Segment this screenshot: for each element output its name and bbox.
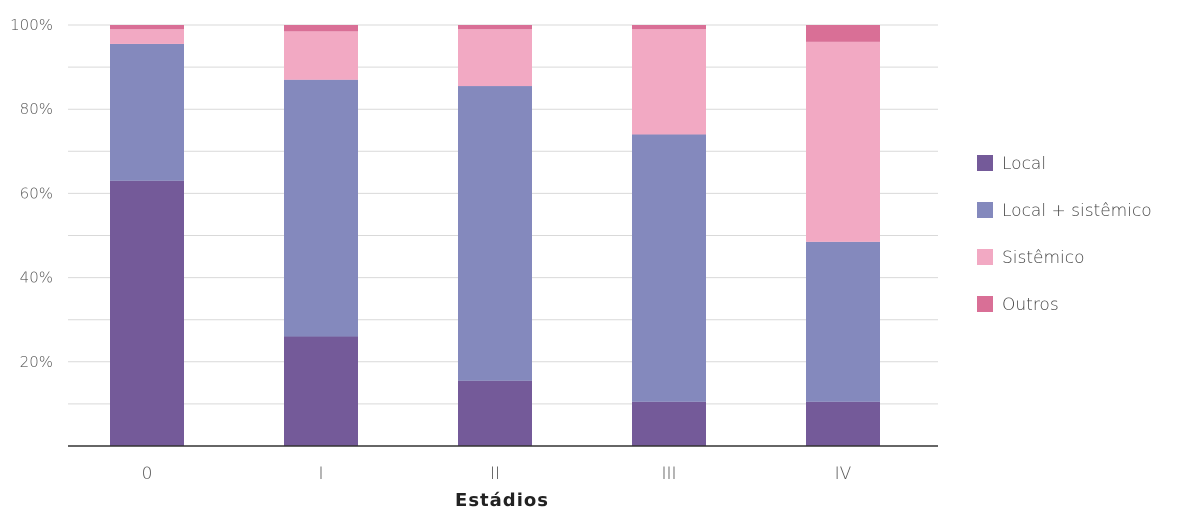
bar-segment xyxy=(806,241,880,402)
y-tick-label: 80% xyxy=(20,100,53,118)
y-tick-label: 20% xyxy=(20,353,53,371)
bar-segment xyxy=(110,43,184,181)
bar-segment xyxy=(806,25,880,42)
legend-item: Local + sistêmico xyxy=(977,201,1152,221)
legend-item: Local xyxy=(977,154,1046,174)
bar-segment xyxy=(458,380,532,446)
legend-label: Outros xyxy=(1002,295,1059,315)
bar-segment xyxy=(284,25,358,32)
bar-segment xyxy=(632,401,706,446)
x-tick-label: III xyxy=(661,464,676,484)
bar-segment xyxy=(806,401,880,446)
x-tick-label: I xyxy=(318,464,323,484)
bar-segment xyxy=(458,25,532,30)
bar-segment xyxy=(632,29,706,135)
x-axis-ticks: 0 I II III IV xyxy=(142,464,852,484)
x-tick-label: 0 xyxy=(142,464,153,484)
legend-item: Outros xyxy=(977,295,1059,315)
bar-segment xyxy=(458,29,532,87)
legend-label: Local + sistêmico xyxy=(1002,201,1152,221)
x-tick-label: II xyxy=(490,464,500,484)
x-axis-title: Estádios xyxy=(455,490,549,511)
bars xyxy=(110,25,880,446)
bar-segment xyxy=(632,25,706,30)
bar-segment xyxy=(110,180,184,446)
legend-label: Local xyxy=(1002,154,1046,174)
y-axis-ticks: 20% 40% 60% 80% 100% xyxy=(10,16,53,371)
bar-segment xyxy=(458,86,532,381)
bar-segment xyxy=(110,29,184,44)
legend-item: Sistêmico xyxy=(977,248,1085,268)
y-tick-label: 40% xyxy=(20,269,53,287)
legend-label: Sistêmico xyxy=(1002,248,1085,268)
bar-segment xyxy=(632,134,706,402)
legend-swatch xyxy=(977,249,993,265)
x-tick-label: IV xyxy=(835,464,852,484)
bar-segment xyxy=(284,79,358,337)
bar-segment xyxy=(806,41,880,242)
legend-swatch xyxy=(977,296,993,312)
bar-segment xyxy=(284,31,358,80)
y-tick-label: 60% xyxy=(20,184,53,202)
legend: Local Local + sistêmico Sistêmico Outros xyxy=(977,154,1152,315)
bar-segment xyxy=(284,336,358,446)
bar-segment xyxy=(110,25,184,30)
legend-swatch xyxy=(977,202,993,218)
y-tick-label: 100% xyxy=(10,16,53,34)
legend-swatch xyxy=(977,155,993,171)
